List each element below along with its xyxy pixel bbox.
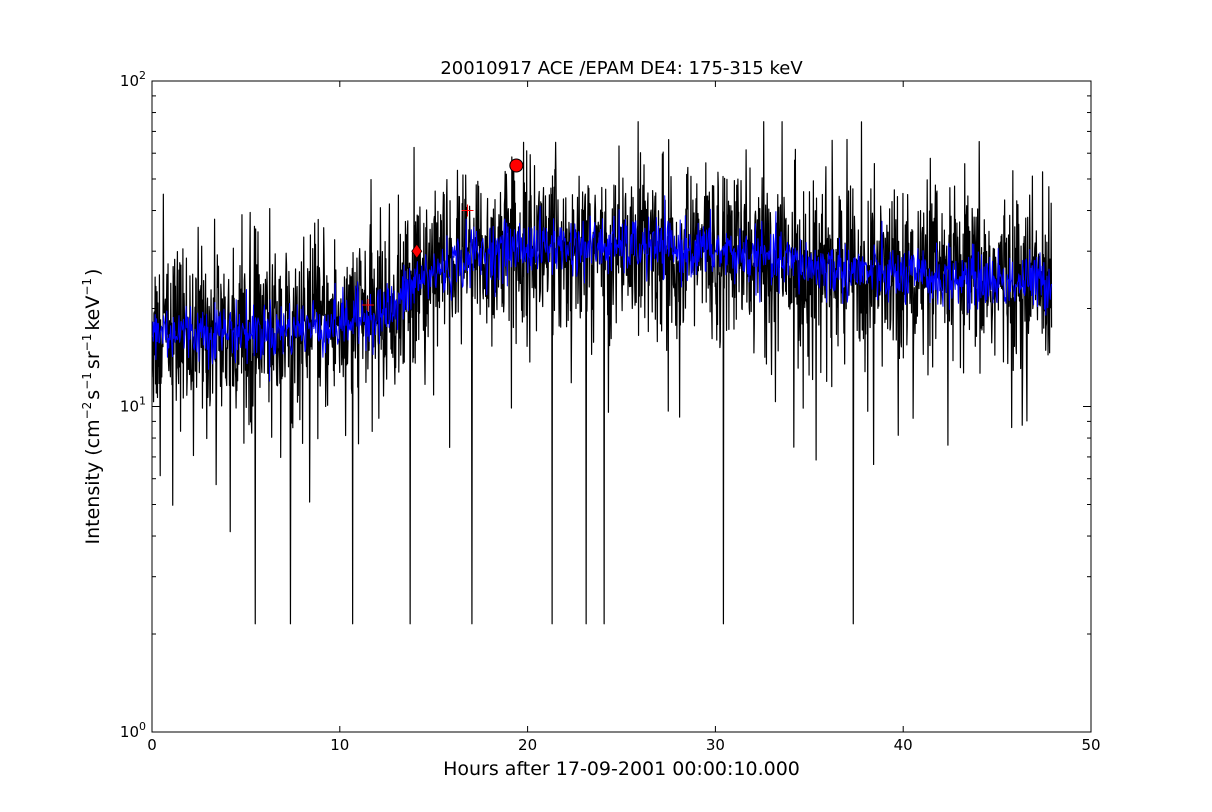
x-tick-label-2: 20 <box>518 736 537 754</box>
x-axis: 0 10 20 30 40 50 <box>147 81 1101 754</box>
marker-circle-0 <box>509 158 524 173</box>
series-smoothed-line <box>152 195 1053 382</box>
y-tick-label-2: 102 <box>120 69 146 90</box>
x-axis-label: Hours after 17-09-2001 00:00:10.000 <box>443 758 800 780</box>
x-tick-label-0: 0 <box>147 736 157 754</box>
y-tick-label-0: 100 <box>120 720 146 741</box>
y-axis: 100 101 102 <box>120 69 1091 741</box>
x-tick-label-3: 30 <box>706 736 725 754</box>
marker-layer <box>361 158 524 312</box>
series-layer <box>152 121 1053 625</box>
x-tick-label-4: 40 <box>894 736 913 754</box>
marker-plus-2 <box>461 204 474 217</box>
y-tick-label-1: 101 <box>120 395 146 416</box>
x-tick-label-5: 50 <box>1081 736 1100 754</box>
marker-diamond-1 <box>411 243 423 259</box>
chart-title: 20010917 ACE /EPAM DE4: 175-315 keV <box>440 58 803 79</box>
y-axis-label: Intensity (cm−2s−1sr−1keV−1) <box>80 269 104 545</box>
x-tick-label-1: 10 <box>330 736 349 754</box>
series-raw-line <box>152 121 1053 625</box>
marker-plus-3 <box>361 299 374 312</box>
